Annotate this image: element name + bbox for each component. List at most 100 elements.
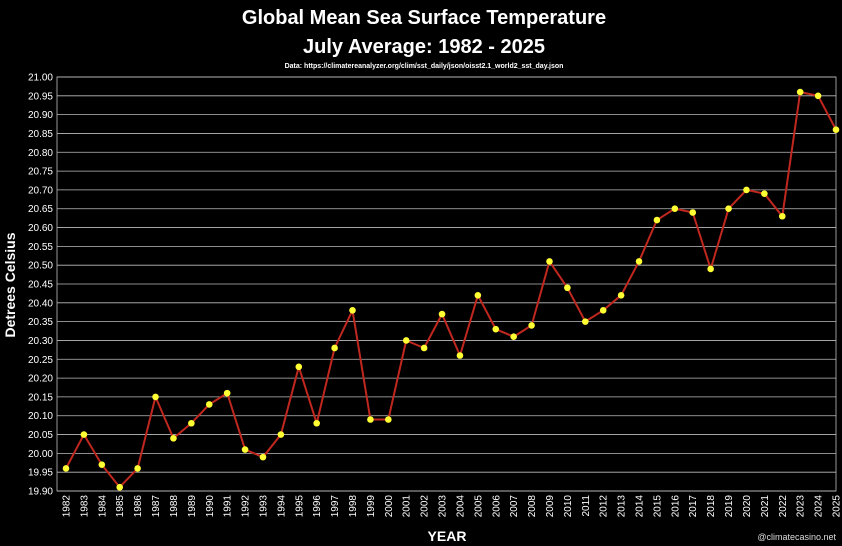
data-point [456,352,464,359]
y-tick-labels: 19.90 19.95 20.00 20.05 20.10 20.15 20.20 20.25… [28,73,53,498]
x-tick-label: 1988 [169,495,180,518]
data-point [564,284,571,292]
data-point [241,446,249,453]
x-tick-label: 2016 [670,495,681,518]
y-tick-label: 20.85 [28,129,53,140]
data-point [205,401,213,408]
x-tick-label: 2021 [760,495,771,518]
x-tick-label: 1983 [79,495,90,518]
x-tick-label: 2005 [473,495,484,518]
x-tick-label: 2019 [724,495,735,518]
x-tick-label: 2014 [635,495,646,518]
x-tick-label: 1992 [241,495,252,518]
y-tick-label: 19.90 [28,487,53,498]
chart-title: Global Mean Sea Surface Temperature [242,7,606,29]
data-point [98,461,106,468]
x-tick-label: 2022 [778,495,789,518]
x-tick-label: 2010 [563,495,574,518]
data-point [707,265,714,273]
y-axis-label: Detrees Celsius [2,232,18,337]
data-point [510,333,517,340]
data-point [223,389,231,397]
x-tick-label: 2007 [509,495,520,518]
data-point [331,344,338,352]
data-point [546,258,553,265]
x-tick-label: 2017 [688,495,699,518]
x-tick-label: 1999 [366,495,377,518]
x-tick-label: 2012 [599,495,610,518]
y-tick-label: 20.60 [28,223,53,234]
data-point [528,322,535,329]
x-tick-label: 2000 [384,495,395,518]
y-tick-label: 20.20 [28,374,53,385]
data-point [725,205,732,213]
data-point [438,310,446,318]
x-tick-label: 1989 [187,495,198,518]
x-axis-label: YEAR [428,528,467,544]
gridlines [56,76,837,492]
x-tick-label: 1987 [151,495,162,518]
y-tick-label: 20.55 [28,242,53,253]
data-point [814,92,822,100]
x-tick-label: 1995 [294,495,305,518]
data-point [116,483,124,491]
data-point [474,291,482,299]
data-point [617,291,625,299]
data-point [367,416,374,423]
y-tick-label: 20.95 [28,91,53,102]
data-point [313,419,320,427]
x-tick-label: 1986 [133,495,144,518]
x-tick-label: 1990 [205,495,216,518]
plot-frame [56,76,837,492]
x-tick-label: 1985 [115,495,126,518]
data-point [259,453,267,461]
x-tick-label: 1991 [223,495,234,518]
data-point [635,258,643,265]
y-tick-label: 21.00 [28,73,53,84]
data-point [420,344,428,352]
watermark: @climatecasino.net [757,532,836,542]
y-tick-label: 19.95 [28,468,53,479]
y-tick-label: 20.35 [28,317,53,328]
x-tick-label: 2025 [832,495,842,518]
data-point [188,419,195,427]
data-point [671,205,679,213]
data-point [134,465,141,472]
x-tick-label: 1982 [62,495,73,518]
data-point [152,393,159,401]
x-tick-label: 1993 [258,495,269,518]
y-tick-label: 20.45 [28,280,53,291]
x-tick-label: 2006 [491,495,502,518]
data-point [796,88,804,96]
y-tick-label: 20.40 [28,298,53,309]
data-point [80,431,88,438]
x-tick-label: 2015 [652,495,663,518]
y-tick-label: 20.00 [28,449,53,460]
x-tick-label: 1994 [276,495,287,518]
data-point [402,337,410,344]
y-tick-label: 20.10 [28,411,53,422]
data-source: Data: https://climatereanalyzer.org/clim… [285,63,564,70]
y-tick-label: 20.80 [28,148,53,159]
y-tick-label: 20.70 [28,185,53,196]
y-tick-label: 20.25 [28,355,53,366]
y-tick-label: 20.30 [28,336,53,347]
data-markers [62,88,840,491]
data-point [349,307,356,314]
x-tick-label: 2003 [438,495,449,518]
data-point [277,431,285,438]
data-point [778,212,786,220]
x-tick-label: 1998 [348,495,359,518]
x-tick-label: 2009 [545,495,556,518]
y-tick-label: 20.90 [28,110,53,121]
data-point [743,186,750,194]
x-tick-label: 2008 [527,495,538,518]
data-point [295,363,303,371]
data-point [599,307,607,314]
y-tick-label: 20.50 [28,261,53,272]
x-tick-label: 2023 [796,495,807,518]
data-point [62,465,70,472]
x-tick-label: 2018 [706,495,717,518]
